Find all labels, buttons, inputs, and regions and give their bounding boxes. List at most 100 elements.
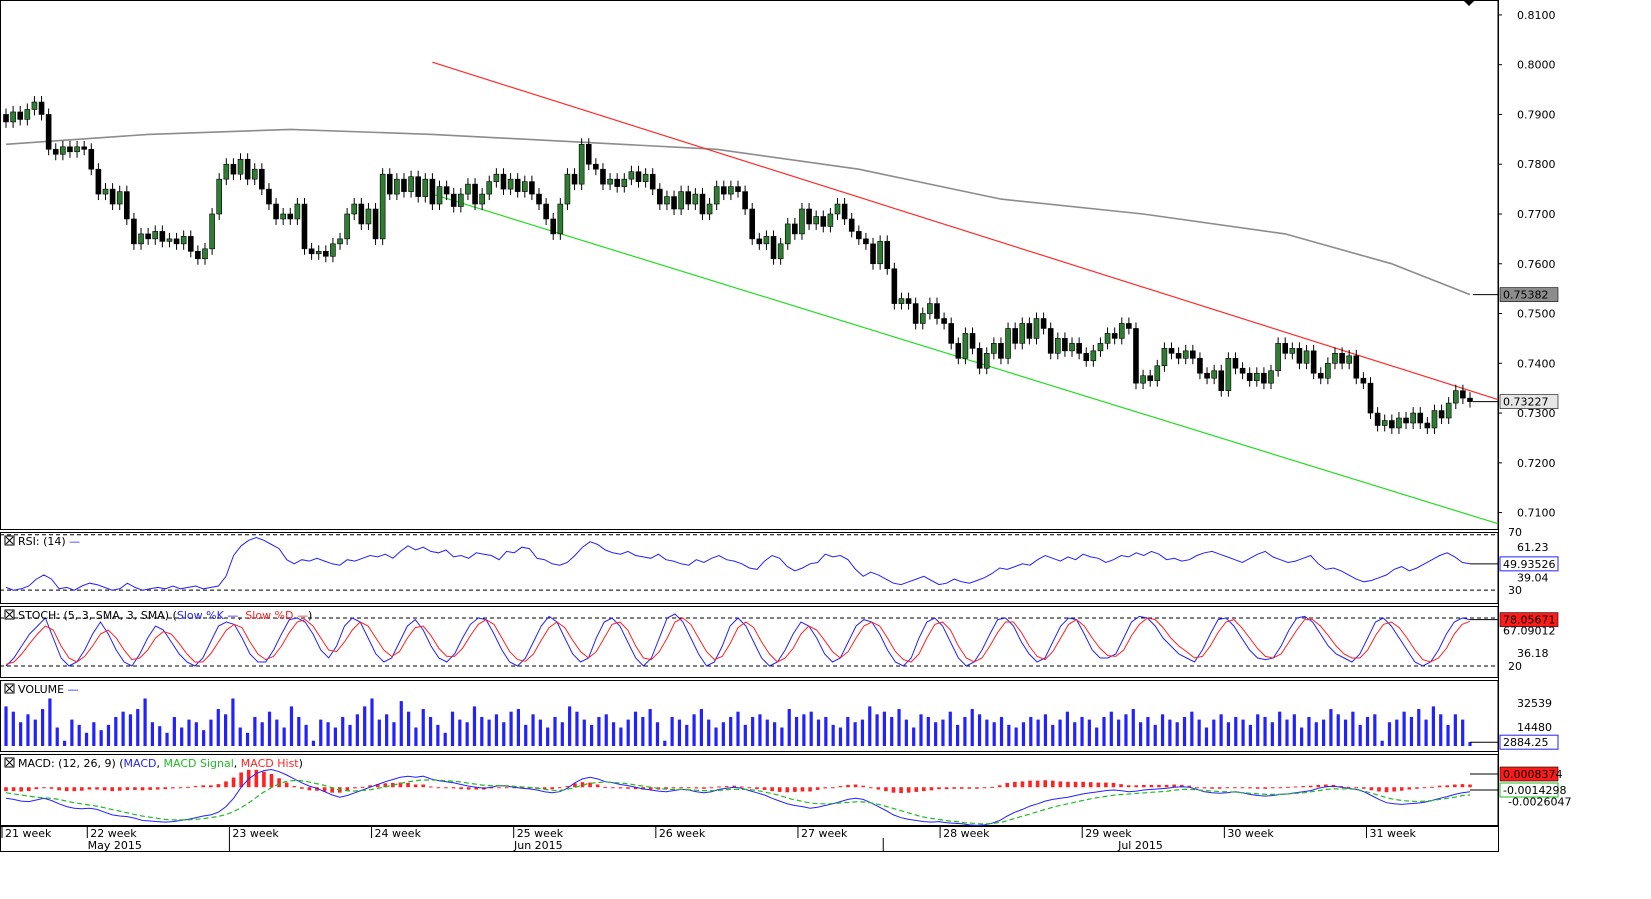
volume-bar — [1329, 709, 1333, 746]
macd-hist-bar — [944, 787, 949, 790]
volume-bar — [128, 714, 133, 746]
month-label: Jul 2015 — [1117, 839, 1163, 852]
macd-hist-bar — [512, 787, 517, 789]
macd-hist-bar — [87, 787, 92, 790]
candle-body — [877, 241, 883, 265]
candle-body — [138, 233, 144, 245]
volume-bar — [773, 722, 777, 746]
candle-body — [1005, 328, 1011, 359]
stoch-k-line — [5, 613, 1471, 667]
rsi-toggle-cross-icon — [5, 536, 14, 545]
macd-hist-bar — [163, 787, 168, 790]
candle-body — [1467, 397, 1473, 402]
volume-bar — [392, 722, 396, 746]
volume-bar — [846, 716, 850, 746]
volume-bar — [502, 722, 506, 746]
volume-tick-label: 14480 — [1517, 721, 1552, 734]
candle-body — [1410, 412, 1416, 424]
candle-body — [564, 173, 571, 205]
macd-hist-bar — [1210, 787, 1214, 789]
macd-hist-bar — [1126, 785, 1131, 788]
candle-body — [628, 171, 635, 180]
macd-hist-bar — [1308, 785, 1313, 788]
macd-hist-bar — [1005, 782, 1010, 788]
volume-bar — [1439, 714, 1443, 746]
volume-bar — [70, 719, 74, 746]
volume-bar — [106, 724, 111, 746]
volume-bar — [216, 709, 220, 746]
last-price-label-box — [1499, 394, 1559, 409]
candle-body — [38, 101, 45, 115]
volume-bar — [802, 714, 806, 746]
volume-bar — [516, 709, 520, 746]
candle-body — [692, 193, 699, 205]
macd-hist-bar — [906, 787, 911, 793]
macd-hist-bar — [201, 785, 206, 788]
macd-hist-bar — [952, 787, 956, 789]
candle-body — [1310, 350, 1317, 374]
candle-body — [386, 173, 393, 195]
candle-body — [465, 183, 471, 195]
rsi-value-box — [1499, 556, 1559, 572]
candle-body — [507, 178, 514, 190]
candle-body — [514, 178, 521, 192]
macd-hist-bar — [1058, 781, 1063, 788]
macd-hist-bar — [315, 787, 319, 791]
volume-bar — [1139, 722, 1143, 746]
candle-body — [983, 353, 990, 369]
volume-toggle-cross-icon — [5, 684, 14, 693]
macd-hist-bar — [1460, 784, 1465, 788]
macd-hist-bar — [57, 787, 61, 791]
macd-hist-bar — [914, 787, 919, 792]
volume-bar — [180, 727, 184, 746]
macd-hist-bar — [595, 784, 600, 788]
volume-bar — [985, 719, 989, 746]
volume-bar — [575, 711, 579, 746]
candle-body — [1403, 417, 1409, 424]
volume-bar — [253, 716, 257, 746]
candle-body — [1460, 390, 1466, 399]
candle-body — [1111, 333, 1118, 339]
volume-bar — [282, 727, 286, 746]
macd-hist-bar — [611, 787, 615, 789]
volume-bar — [743, 724, 747, 746]
candle-body — [905, 298, 912, 304]
macd-hist-bar — [277, 778, 281, 788]
candle-body — [685, 191, 692, 205]
volume-bar — [1285, 719, 1289, 746]
macd-hist-bar — [1354, 787, 1359, 789]
macd-hist-bar — [1043, 780, 1048, 788]
macd-legend-item: , — [157, 757, 164, 770]
macd-hist-bar — [831, 787, 835, 789]
price-tick-label: 0.7300 — [1517, 407, 1556, 420]
macd-hist-bar — [497, 787, 501, 789]
candle-body — [600, 168, 606, 185]
candle-body — [1182, 350, 1189, 359]
macd-hist-bar — [406, 782, 410, 788]
candle-body — [998, 343, 1004, 359]
stoch-legend-item: STOCH: (5, 3, SMA, 3, SMA) ( — [18, 609, 177, 622]
candle-body — [792, 223, 798, 235]
volume-bar — [1373, 714, 1377, 746]
macd-hist-bar — [1096, 782, 1101, 788]
volume-bar — [319, 719, 323, 746]
candle-body — [635, 171, 642, 182]
volume-bar — [1234, 716, 1238, 746]
volume-bar — [333, 727, 337, 746]
macd-hist-bar — [1430, 786, 1434, 788]
macd-hist-bar — [1324, 784, 1328, 788]
volume-bar — [172, 716, 176, 746]
stoch-legend-item: Slow %D — [245, 609, 297, 622]
volume-bar — [480, 716, 484, 746]
macd-hist-bar — [383, 783, 388, 788]
macd-hist-bar — [133, 787, 137, 790]
volume-bar — [868, 706, 872, 746]
volume-bar — [824, 716, 828, 746]
volume-bar — [560, 722, 564, 746]
macd-hist-bar — [717, 786, 721, 788]
volume-bar — [1248, 724, 1252, 746]
volume-bar — [816, 719, 821, 746]
volume-bar — [999, 716, 1004, 746]
volume-bar — [1380, 740, 1384, 746]
